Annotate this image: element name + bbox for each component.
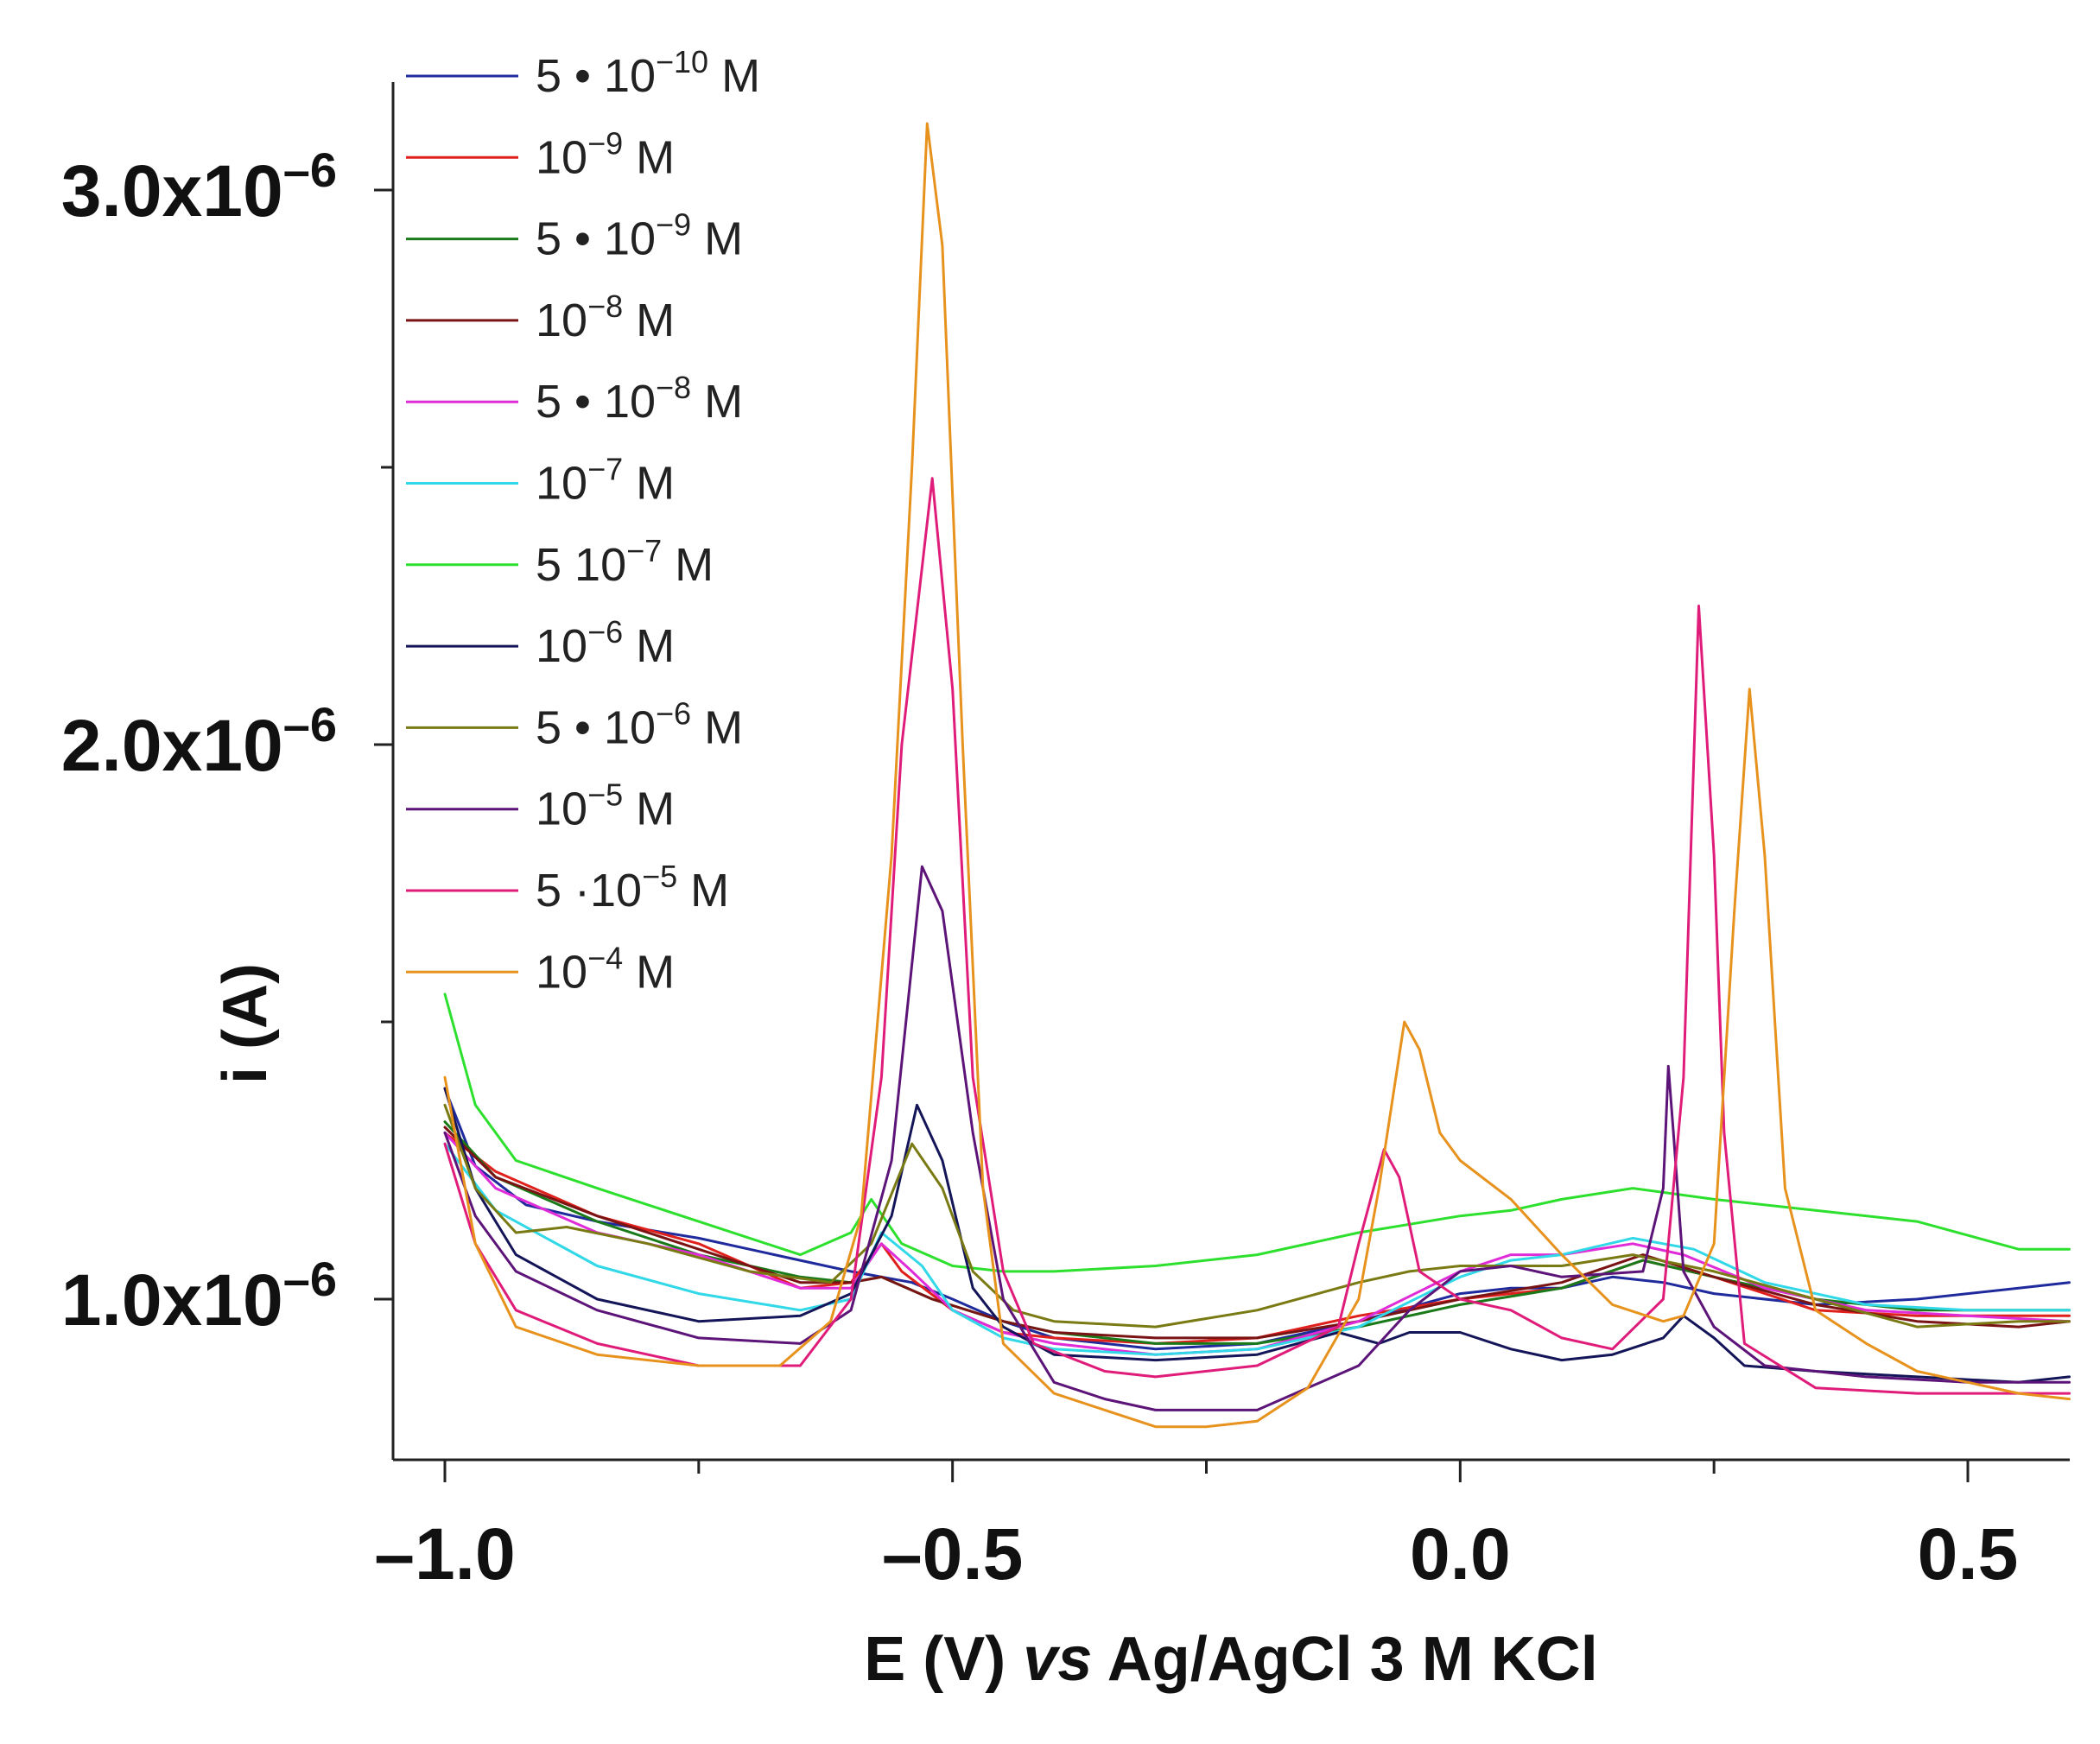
x-axis-title-part-3: Ag/AgCl 3 M KCl: [1092, 1625, 1597, 1694]
x-tick-label-1: –0.5: [882, 1513, 1024, 1595]
series-line-4: [443, 1131, 2071, 1356]
series-line-5: [443, 1142, 2071, 1356]
legend-label-9: 10−5 M: [536, 777, 675, 835]
x-axis-title-part-1: E (V): [864, 1625, 1023, 1694]
x-tick-label-3: 0.5: [1918, 1513, 2019, 1595]
legend-label-1: 10−9 M: [536, 125, 675, 183]
legend-label-10: 5 ·10−5 M: [536, 859, 729, 916]
legend-label-7: 10−6 M: [536, 614, 675, 672]
legend-label-8: 5 • 10−6 M: [536, 695, 743, 753]
x-axis-title: E (V) vs Ag/AgCl 3 M KCl: [864, 1625, 1597, 1694]
series-line-6: [443, 992, 2071, 1273]
legend-label-0: 5 • 10−10 M: [536, 44, 760, 102]
legend-label-5: 10−7 M: [536, 452, 675, 510]
ticks: [374, 188, 1970, 1482]
series-line-11: [443, 122, 2071, 1429]
x-axis-title-part-2: vs: [1023, 1625, 1092, 1694]
legend-label-4: 5 • 10−8 M: [536, 370, 743, 428]
y-tick-label-1: 2.0x10–6: [61, 697, 337, 786]
series-line-1: [443, 1131, 2071, 1345]
x-tick-label-2: 0.0: [1410, 1513, 1511, 1595]
y-axis-title: i (A): [211, 963, 280, 1084]
x-tick-label-0: –1.0: [374, 1513, 516, 1595]
series-line-8: [443, 1103, 2071, 1329]
legend-label-3: 10−8 M: [536, 289, 675, 346]
series-line-7: [443, 1087, 2071, 1384]
series-line-9: [443, 865, 2071, 1411]
series-line-0: [443, 1087, 2071, 1351]
legend: 5 • 10−10 M 10−9 M 5 • 10−9 M 10−8 M 5 • 10−…: [406, 44, 760, 998]
legend-label-6: 5 10−7 M: [536, 533, 714, 591]
legend-label-11: 10−4 M: [536, 940, 675, 998]
legend-label-2: 5 • 10−9 M: [536, 207, 743, 265]
y-tick-label-2: 1.0x10–6: [61, 1252, 337, 1341]
y-tick-label-0: 3.0x10–6: [61, 143, 337, 231]
series-layer: [443, 122, 2071, 1429]
series-line-10: [443, 477, 2071, 1395]
series-line-3: [443, 1126, 2071, 1340]
tick-labels: –1.0 –0.5 0.0 0.5 3.0x10–6 2.0x10–6 1.0x10–6: [61, 143, 2019, 1595]
axes: [391, 82, 2070, 1462]
